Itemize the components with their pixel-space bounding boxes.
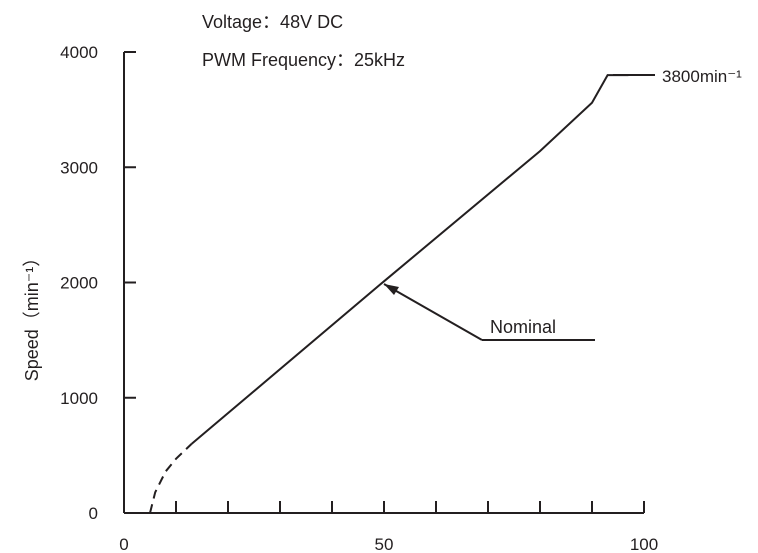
y-tick-label: 0 (89, 504, 98, 523)
series-line-dashed (149, 443, 193, 514)
y-tick-label: 4000 (60, 43, 98, 62)
y-axis-title: Speed（min⁻¹） (22, 249, 42, 382)
annotation-voltage: Voltage：48V DC (202, 12, 343, 32)
nominal-callout: Nominal (383, 283, 595, 341)
annotation-nominal: Nominal (490, 317, 556, 337)
x-tick-label: 100 (630, 535, 658, 553)
y-axis: 0 1000 2000 3000 4000 (60, 43, 136, 523)
nominal-leader-line (383, 283, 483, 341)
series-line-solid (190, 74, 629, 445)
series-group (149, 74, 629, 514)
y-tick-label: 1000 (60, 389, 98, 408)
x-tick-label: 0 (119, 535, 128, 553)
annotation-max-speed: 3800min⁻¹ (662, 67, 742, 86)
x-axis: 0 50 100 (119, 501, 658, 553)
y-tick-label: 2000 (60, 274, 98, 293)
nominal-arrowhead (384, 284, 399, 295)
y-tick-label: 3000 (60, 158, 98, 177)
annotation-pwm-frequency: PWM Frequency：25kHz (202, 50, 405, 70)
x-tick-label: 50 (375, 535, 394, 553)
